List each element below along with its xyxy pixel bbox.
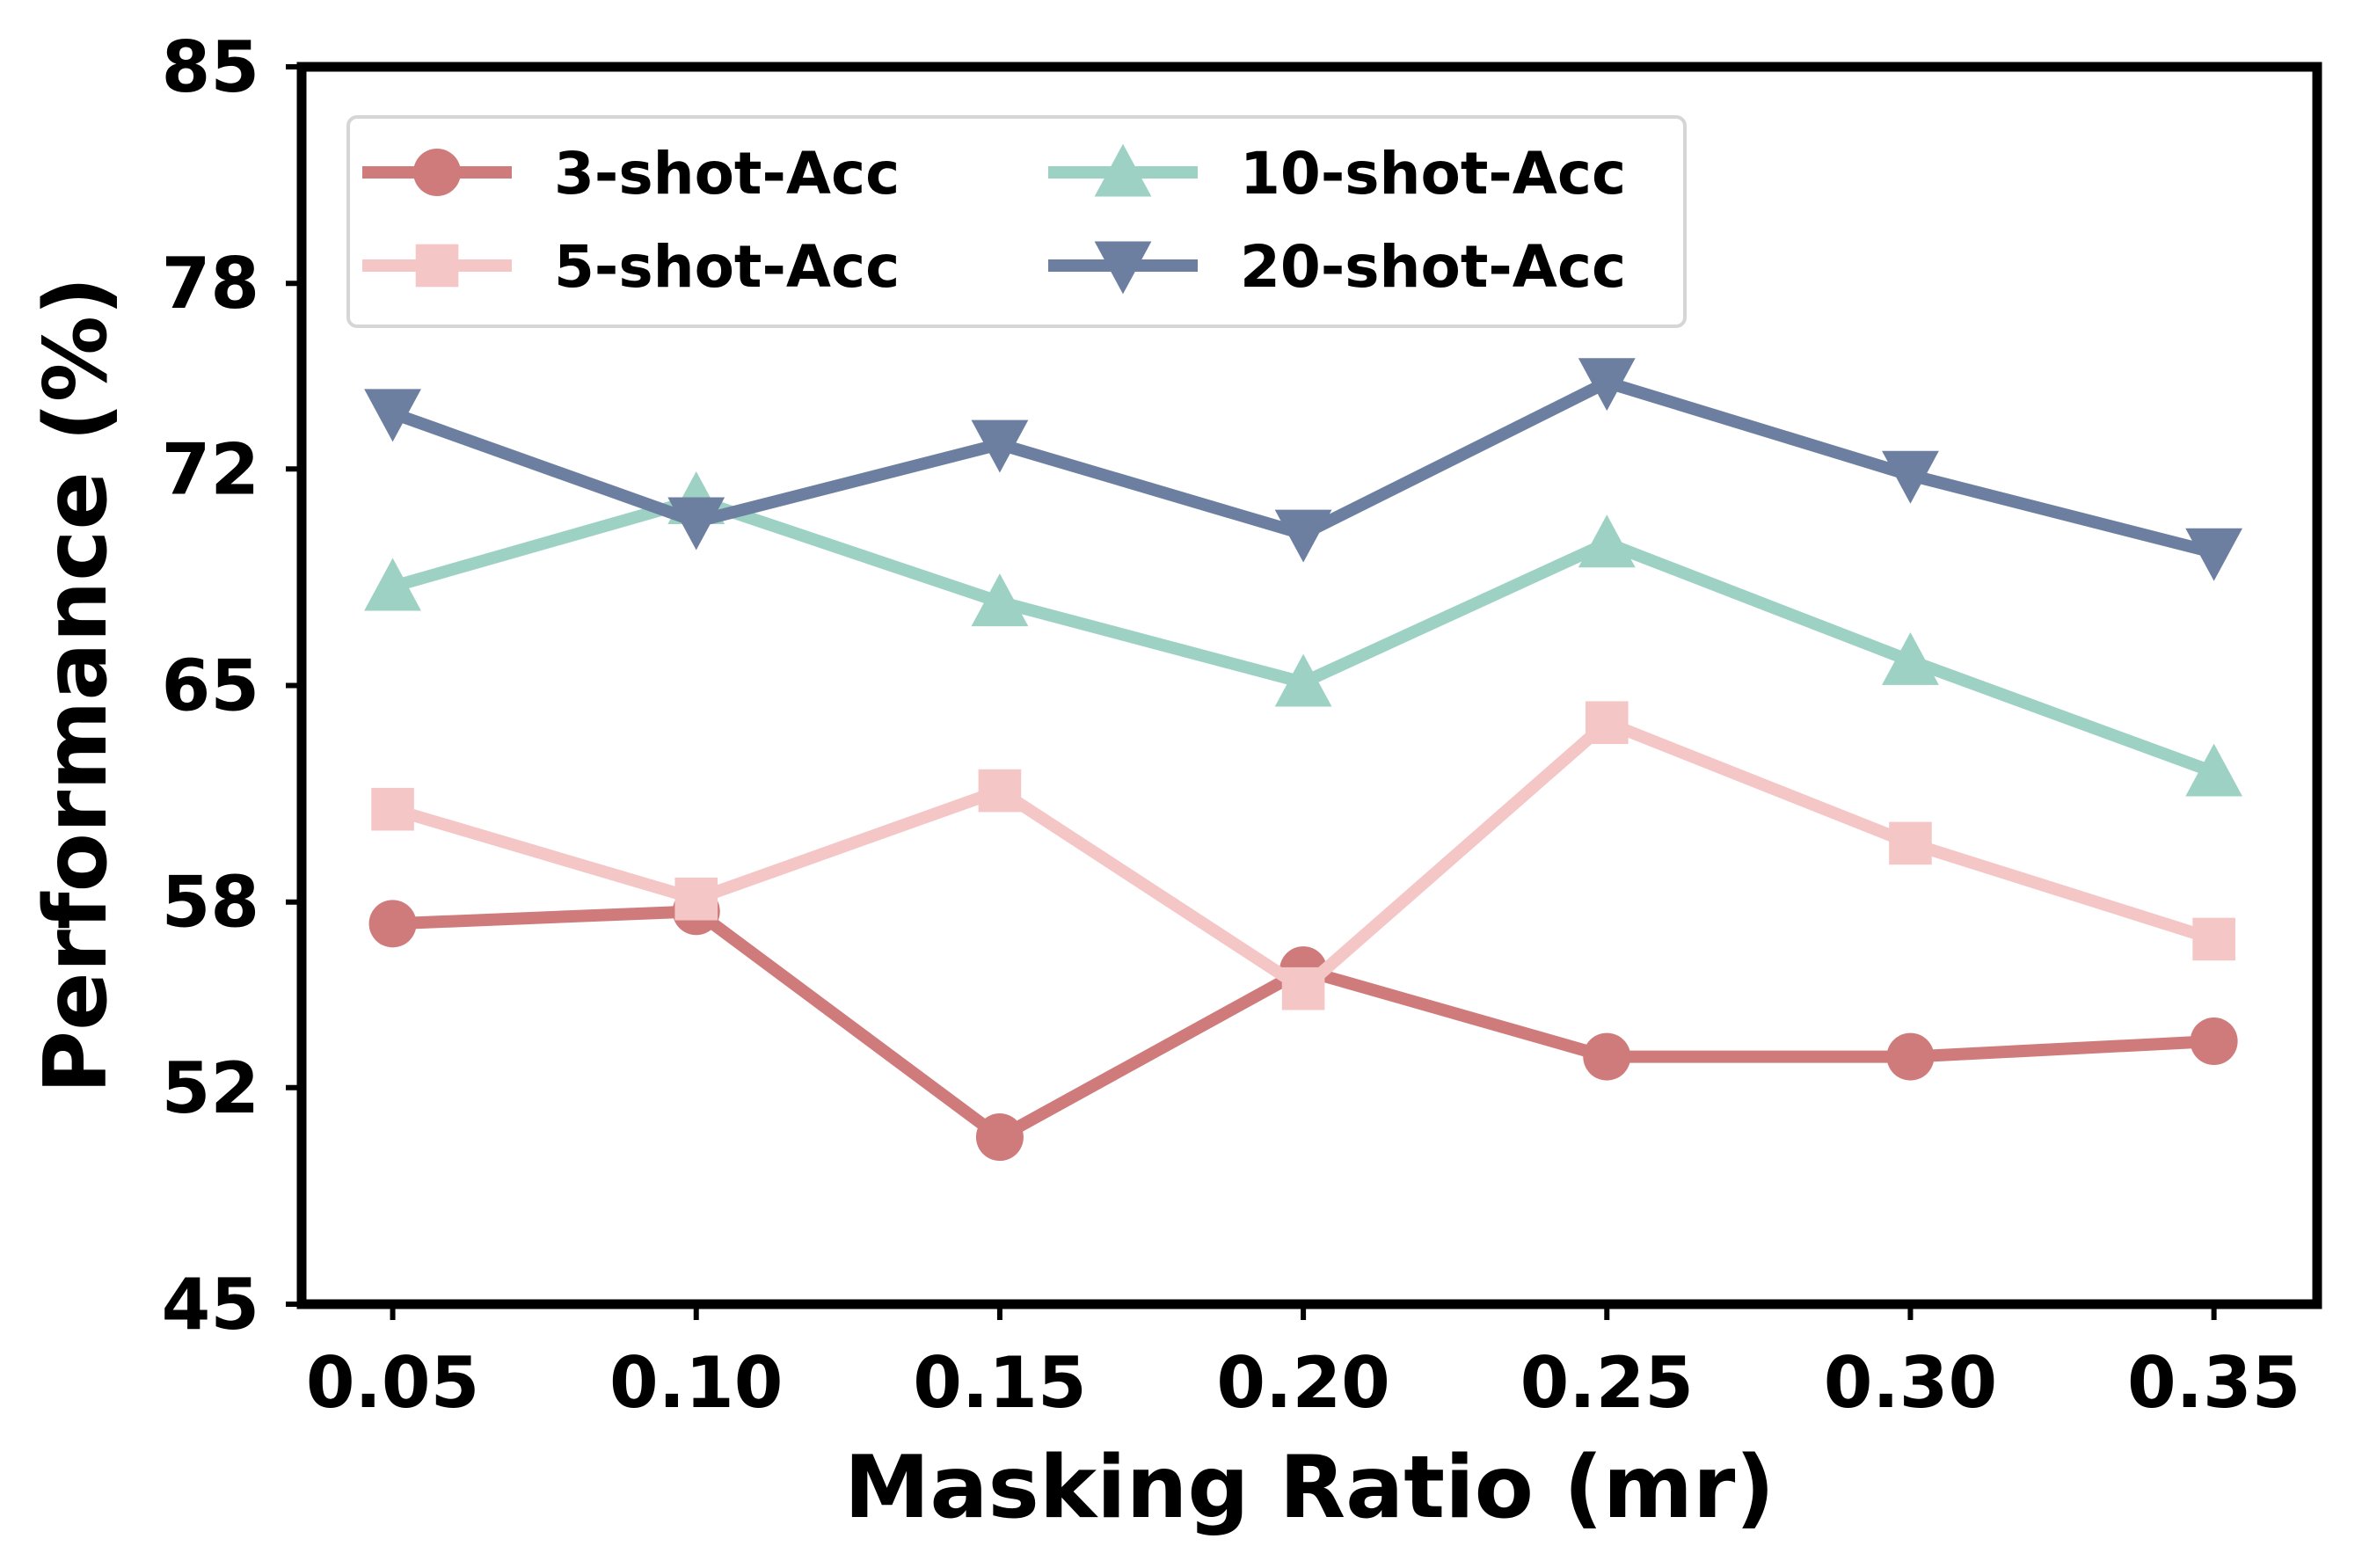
x-tick-label: 0.05 <box>306 1342 479 1424</box>
data-point-20-shot-acc <box>971 419 1029 473</box>
x-tick-label: 0.25 <box>1520 1342 1694 1424</box>
legend-label-5-shot-acc: 5-shot-Acc <box>554 233 900 301</box>
x-axis-label: Masking Ratio (mr) <box>844 1438 1775 1538</box>
y-tick-label: 85 <box>162 26 259 108</box>
data-point-3-shot-acc <box>1886 1032 1935 1081</box>
data-point-10-shot-acc <box>1274 653 1332 707</box>
data-point-10-shot-acc <box>2185 743 2243 797</box>
y-tick-label: 72 <box>162 428 259 510</box>
x-tick-label: 0.30 <box>1824 1342 1997 1424</box>
data-point-5-shot-acc <box>674 877 718 921</box>
legend-marker-10-shot-acc <box>1094 143 1152 197</box>
legend-box <box>346 115 1687 328</box>
data-point-5-shot-acc <box>978 769 1022 813</box>
y-tick-label: 52 <box>162 1047 259 1129</box>
data-point-10-shot-acc <box>1882 631 1939 685</box>
legend-marker-3-shot-acc <box>413 149 461 196</box>
y-axis-label: Performance (%) <box>26 276 127 1093</box>
series-layer <box>364 358 2243 1162</box>
legend: 3-shot-Acc 5-shot-Acc 10-shot-Acc 20-shot-A… <box>346 115 1687 328</box>
y-tick-label: 78 <box>162 243 259 325</box>
axis-ticks: 0.05 0.10 0.15 0.20 0.25 0.30 0.35 45 52 58 65 72 78… <box>162 26 2301 1424</box>
data-point-10-shot-acc <box>364 558 421 611</box>
data-point-5-shot-acc <box>2192 917 2235 961</box>
data-point-3-shot-acc <box>975 1113 1024 1162</box>
data-point-20-shot-acc <box>2185 528 2243 581</box>
legend-label-10-shot-acc: 10-shot-Acc <box>1240 140 1626 208</box>
data-point-5-shot-acc <box>1281 966 1325 1010</box>
data-point-10-shot-acc <box>1578 514 1636 568</box>
data-point-5-shot-acc <box>1889 821 1932 865</box>
series-line-3-shot-acc <box>392 905 2214 1144</box>
x-tick-label: 0.15 <box>913 1342 1086 1424</box>
legend-marker-20-shot-acc <box>1094 241 1152 295</box>
data-point-3-shot-acc <box>1583 1032 1631 1081</box>
data-point-5-shot-acc <box>1585 701 1629 745</box>
data-point-20-shot-acc <box>1578 358 1636 412</box>
legend-marker-5-shot-acc <box>415 244 459 288</box>
data-point-5-shot-acc <box>371 787 414 831</box>
data-point-3-shot-acc <box>2190 1017 2238 1066</box>
legend-label-3-shot-acc: 3-shot-Acc <box>554 140 900 208</box>
x-tick-label: 0.35 <box>2127 1342 2300 1424</box>
y-tick-label: 65 <box>162 645 259 727</box>
data-point-20-shot-acc <box>1882 450 1939 504</box>
data-point-10-shot-acc <box>971 573 1029 627</box>
data-point-20-shot-acc <box>1274 509 1332 563</box>
legend-label-20-shot-acc: 20-shot-Acc <box>1240 233 1626 301</box>
y-tick-label: 45 <box>162 1264 259 1346</box>
x-tick-label: 0.10 <box>609 1342 783 1424</box>
data-point-20-shot-acc <box>364 389 421 442</box>
y-tick-label: 58 <box>162 862 259 944</box>
data-point-20-shot-acc <box>667 497 725 551</box>
x-tick-label: 0.20 <box>1216 1342 1389 1424</box>
data-point-3-shot-acc <box>368 900 417 948</box>
